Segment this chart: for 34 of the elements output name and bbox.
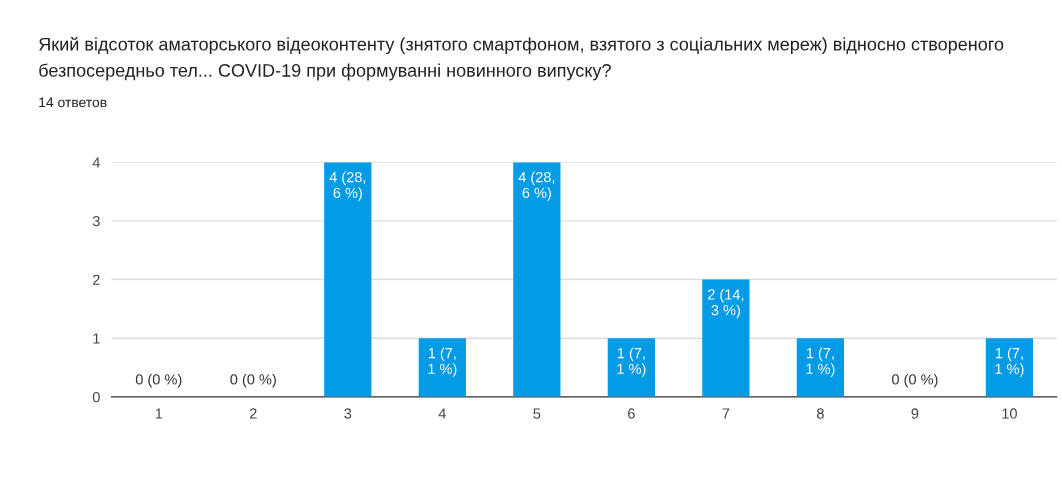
- x-tick-label: 4: [438, 408, 446, 419]
- data-label: 4 (28, 6 %): [329, 171, 366, 201]
- data-label: 4 (28, 6 %): [518, 171, 555, 201]
- chart-title: Який відсоток аматорського відеоконтенту (знятого смартфоном, взятого з соціальних мереж) відносно створеного безпосередньо тел... COVID-19 при формуванні новинного випуску?: [39, 36, 1004, 81]
- data-label: 1 (7, 1 %): [617, 347, 646, 377]
- x-tick-label: 1: [155, 408, 163, 419]
- bar: [418, 338, 466, 397]
- bar: [702, 279, 750, 397]
- x-tick-label: 5: [533, 408, 541, 419]
- x-tick-label: 6: [628, 408, 635, 419]
- x-tick-label: 2: [249, 408, 257, 419]
- data-label: 1 (7, 1 %): [428, 347, 457, 377]
- bar: [985, 338, 1034, 397]
- chart-subtitle: 14 ответов: [39, 97, 107, 108]
- bar: [607, 338, 655, 397]
- data-label: 1 (7, 1 %): [995, 347, 1024, 377]
- x-tick-label: 3: [344, 408, 352, 419]
- x-tick-label: 7: [722, 408, 730, 419]
- x-tick-label: 9: [911, 408, 919, 419]
- y-tick-label: 4: [92, 157, 100, 168]
- data-label: 0 (0 %): [891, 373, 938, 388]
- y-tick-label: 2: [93, 274, 100, 285]
- data-label: 1 (7, 1 %): [806, 347, 835, 377]
- data-label: 0 (0 %): [230, 373, 276, 388]
- y-tick-label: 3: [92, 215, 100, 227]
- x-tick-label: 8: [816, 408, 824, 419]
- x-tick-label: 10: [1002, 408, 1017, 419]
- y-tick-label: 0: [92, 391, 100, 403]
- bar: [796, 338, 845, 397]
- data-label: 2 (14, 3 %): [707, 288, 744, 319]
- data-label: 0 (0 %): [135, 373, 182, 388]
- bar: [513, 162, 561, 397]
- bar: [324, 162, 372, 397]
- y-tick-label: 1: [93, 333, 100, 344]
